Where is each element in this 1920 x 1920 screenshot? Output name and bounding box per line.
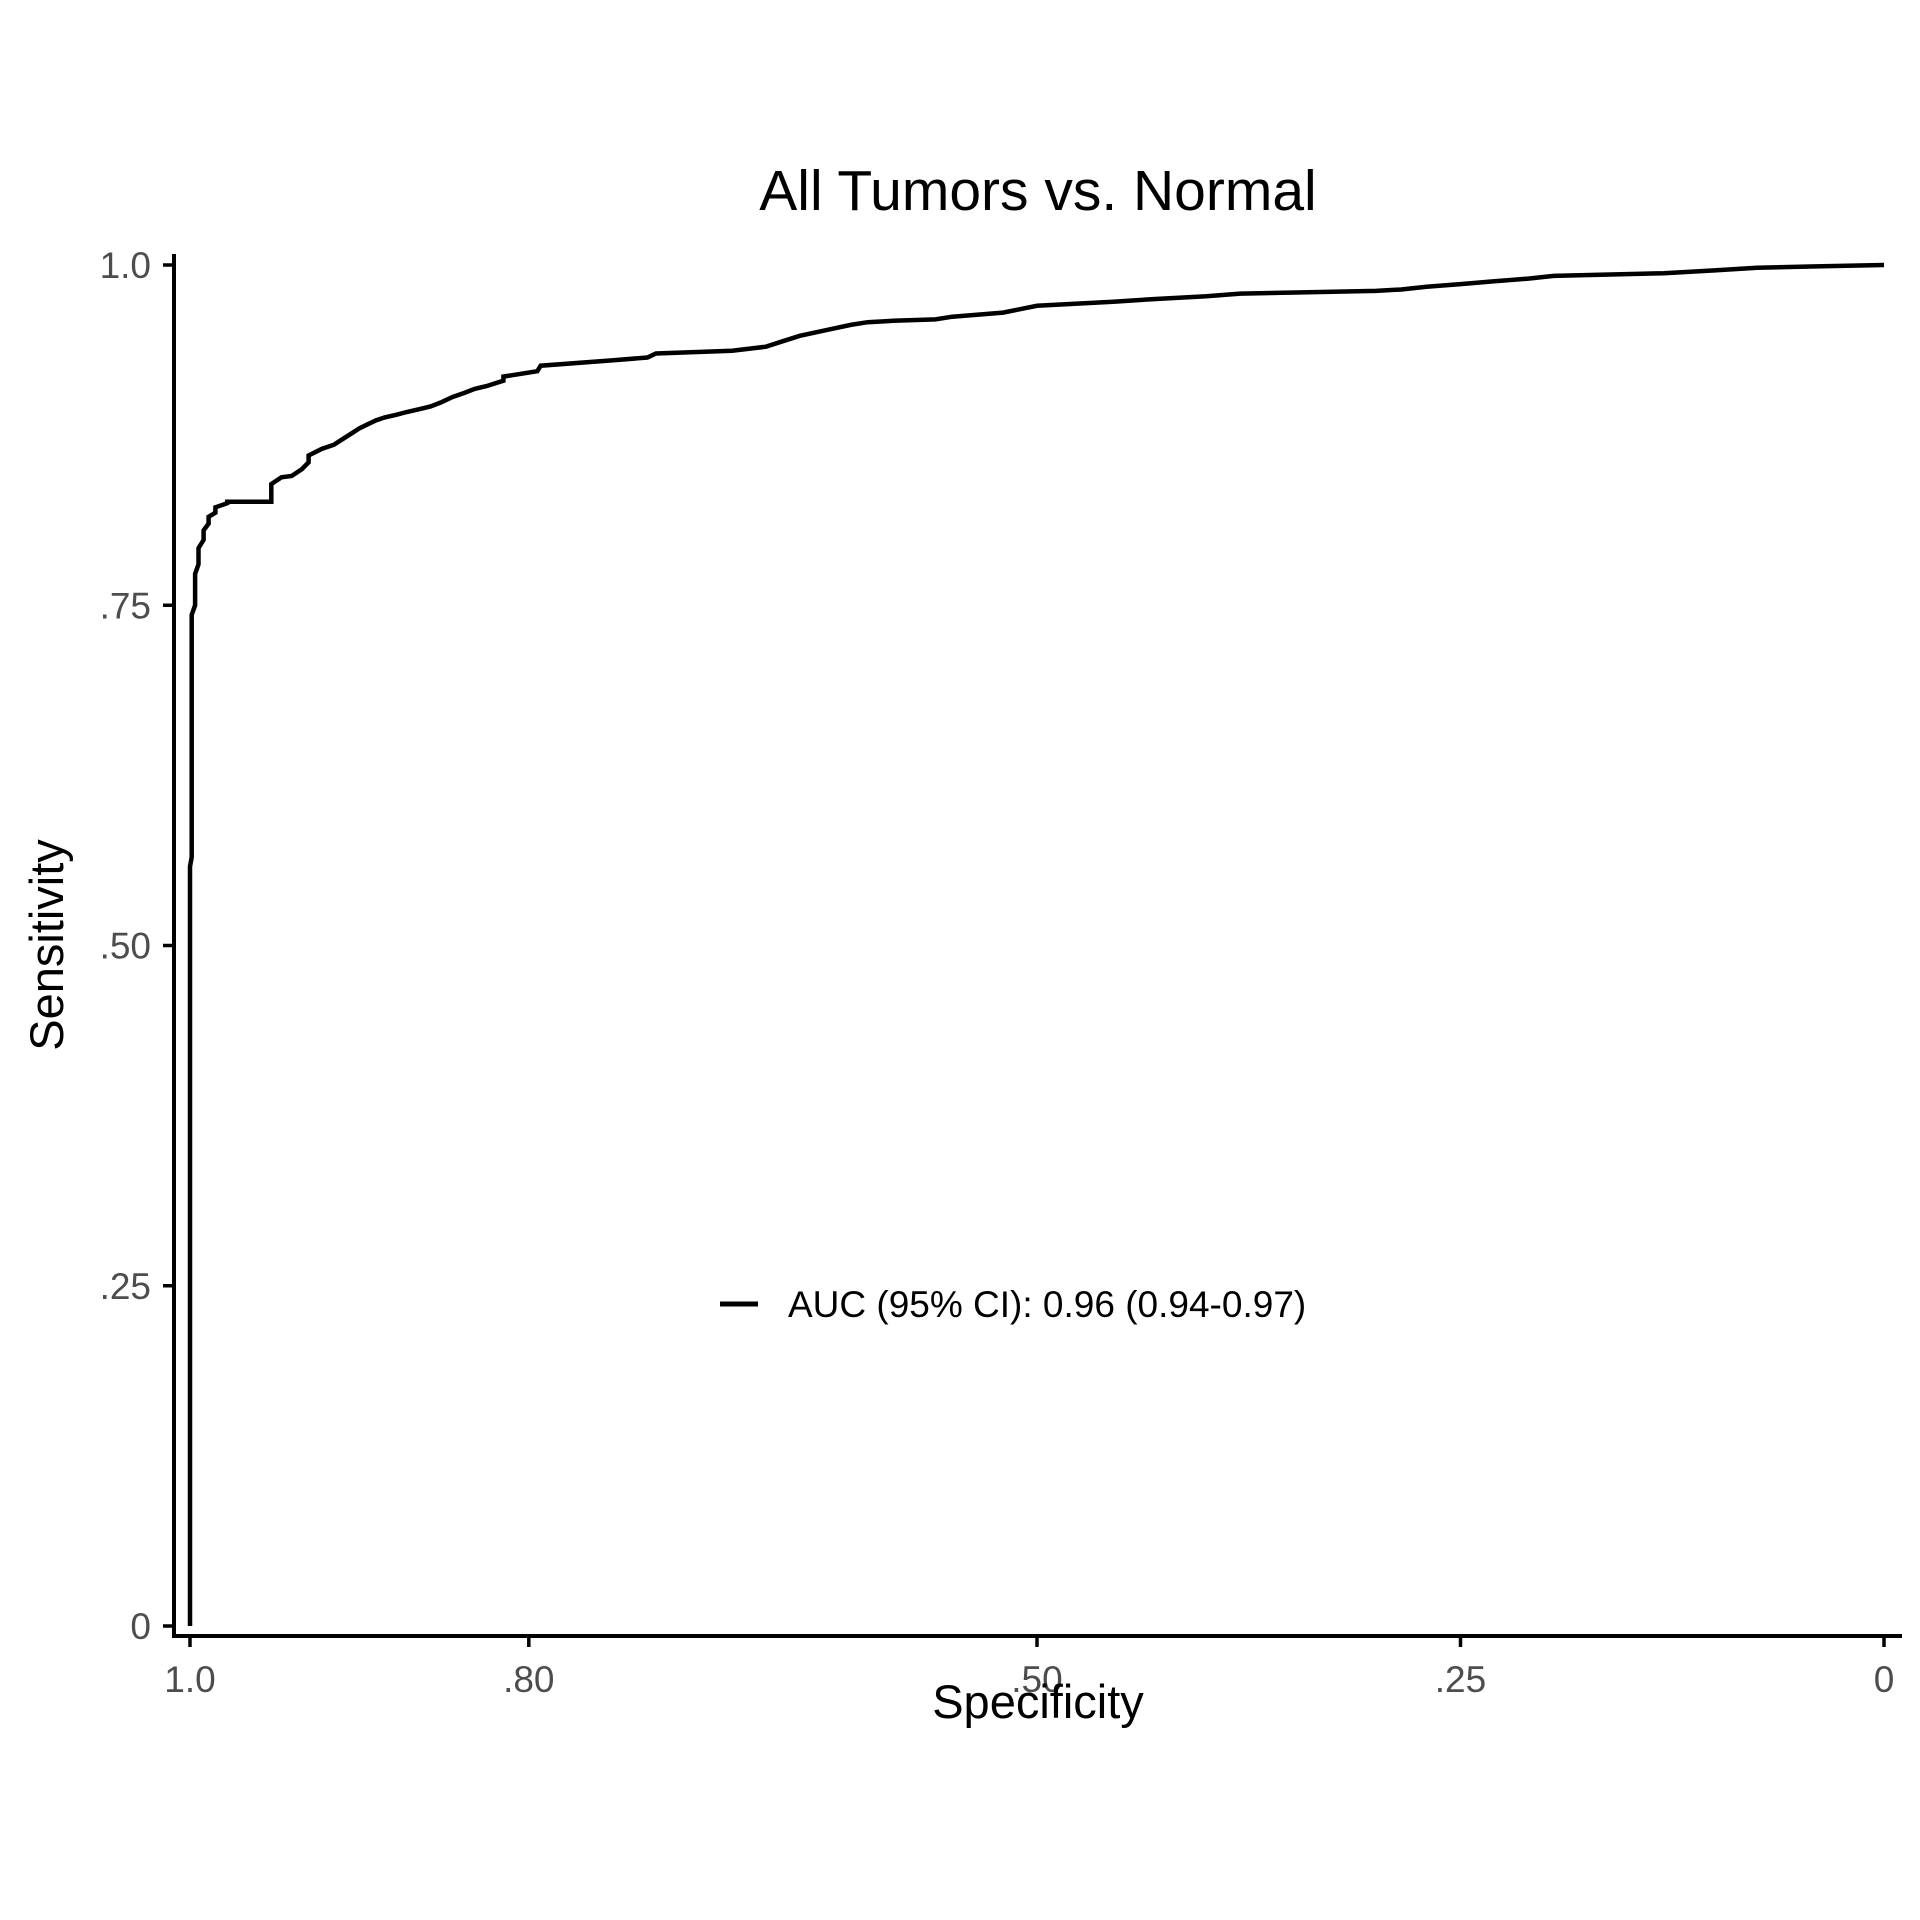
x-tick-label: 0 (1874, 1659, 1895, 1700)
x-tick-label: 1.0 (164, 1659, 215, 1700)
legend-label: AUC (95% CI): 0.96 (0.94-0.97) (788, 1284, 1306, 1325)
x-tick-label: .50 (1011, 1659, 1062, 1700)
y-tick-label: .25 (100, 1266, 151, 1307)
y-axis-title: Sensitivity (20, 839, 73, 1051)
y-tick-label: .75 (100, 585, 151, 626)
y-tick-label: .50 (100, 926, 151, 967)
legend: AUC (95% CI): 0.96 (0.94-0.97) (720, 1284, 1306, 1325)
x-tick-label: .80 (503, 1659, 554, 1700)
y-tick-label: 1.0 (100, 245, 151, 286)
x-tick-label: .25 (1435, 1659, 1486, 1700)
plot-area (187, 262, 1885, 1626)
roc-curve (187, 262, 1885, 1626)
chart-title: All Tumors vs. Normal (759, 159, 1316, 223)
y-tick-label: 0 (130, 1606, 151, 1647)
x-axis-ticks: 1.0 .80 .50 .25 0 (164, 1636, 1894, 1700)
x-axis-title: Specificity (932, 1675, 1144, 1728)
y-axis-ticks: 0 .25 .50 .75 1.0 (100, 245, 174, 1647)
